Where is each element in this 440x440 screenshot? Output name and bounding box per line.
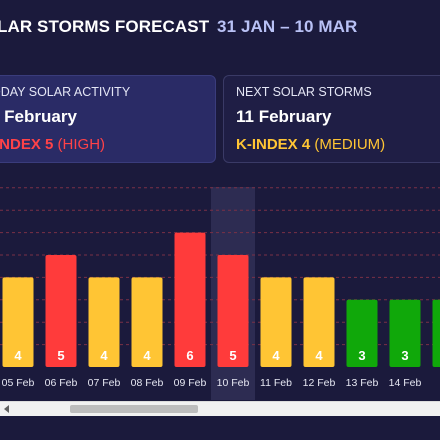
next-kindex-value: K-INDEX 4 (236, 136, 311, 153)
bar[interactable] (2, 277, 34, 367)
bar-value-label: 4 (143, 348, 151, 363)
bar[interactable] (131, 277, 163, 367)
bar[interactable] (217, 255, 249, 367)
x-tick-label: 12 Feb (303, 377, 336, 389)
next-storms-card: NEXT SOLAR STORMS 11 February K-INDEX 4 … (223, 75, 440, 163)
today-kindex-value: -INDEX 5 (0, 136, 54, 153)
triangle-left-icon[interactable] (4, 405, 9, 413)
bar[interactable] (174, 232, 206, 367)
today-card-caption: ODAY SOLAR ACTIVITY (0, 85, 131, 99)
x-tick-label: 07 Feb (88, 377, 121, 389)
title-text: LAR STORMS FORECAST (0, 17, 210, 36)
next-kindex-level: (MEDIUM) (314, 136, 386, 153)
title-date-range: 31 JAN – 10 MAR (217, 17, 358, 36)
x-tick-label: 06 Feb (45, 377, 78, 389)
bar-value-label: 5 (57, 348, 64, 363)
next-card-date: 11 February (236, 107, 332, 126)
x-tick-label: 09 Feb (174, 377, 207, 389)
bar-value-label: 4 (14, 348, 22, 363)
bar-value-label: 3 (358, 348, 365, 363)
x-tick-label: 10 Feb (217, 377, 250, 389)
next-card-caption: NEXT SOLAR STORMS (236, 85, 372, 99)
x-tick-label: 08 Feb (131, 377, 164, 389)
bar[interactable] (260, 277, 292, 367)
x-tick-label: 14 Feb (389, 377, 422, 389)
bar-value-label: 3 (401, 348, 408, 363)
x-tick-label: 13 Feb (346, 377, 379, 389)
x-tick-label: 05 Feb (2, 377, 35, 389)
bar-value-label: 4 (100, 348, 108, 363)
bar-value-label: 4 (315, 348, 323, 363)
bar-value-label: 4 (272, 348, 280, 363)
bar[interactable] (389, 299, 421, 367)
x-tick-label: 11 Feb (260, 377, 292, 389)
bar[interactable] (346, 299, 378, 367)
bar-value-label: 6 (186, 348, 193, 363)
today-kindex-level: (HIGH) (57, 136, 106, 153)
bar[interactable] (303, 277, 335, 367)
today-card-kindex: -INDEX 5 (HIGH) (0, 136, 105, 153)
today-activity-card: ODAY SOLAR ACTIVITY 0 February -INDEX 5 … (0, 75, 216, 163)
bar-value-label: 5 (229, 348, 236, 363)
bar[interactable] (88, 277, 120, 367)
next-card-kindex: K-INDEX 4 (MEDIUM) (236, 136, 385, 153)
page-title: LAR STORMS FORECAST 31 JAN – 10 MAR (0, 17, 357, 37)
horizontal-scrollbar[interactable] (0, 401, 440, 416)
bar[interactable] (432, 299, 440, 367)
today-card-date: 0 February (0, 107, 77, 126)
bar[interactable] (45, 255, 77, 367)
scrollbar-thumb[interactable] (70, 405, 198, 413)
